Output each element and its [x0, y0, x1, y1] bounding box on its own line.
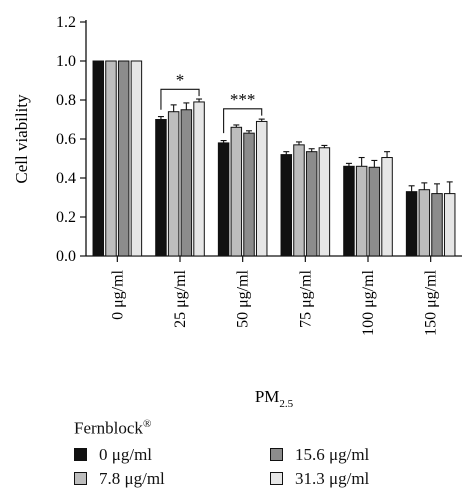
- y-tick-label: 1.0: [56, 53, 76, 70]
- y-tick-label: 1.2: [56, 14, 76, 31]
- bar: [443, 193, 456, 257]
- bar: [305, 151, 318, 257]
- x-tick-label: 150 μg/ml: [423, 269, 440, 335]
- bar: [117, 60, 130, 257]
- x-tick-label: 25 μg/ml: [172, 269, 189, 327]
- bar: [405, 191, 418, 257]
- legend-grid: 0 μg/ml 15.6 μg/ml 7.8 μg/ml 31.3 μg/ml: [74, 445, 454, 489]
- legend-swatch: [270, 448, 283, 462]
- bar: [167, 111, 180, 257]
- x-tick-label: 50 μg/ml: [235, 269, 252, 327]
- bar: [243, 132, 255, 257]
- bar: [130, 60, 143, 257]
- x-tick-label: 0 μg/ml: [109, 269, 126, 319]
- bar: [343, 165, 355, 257]
- bar-chart: 0.0 0.2 0.4 0.6 0.8 1.0 1.2 Cell viability 0 μg/…: [12, 14, 462, 410]
- significance-label: ***: [230, 90, 256, 109]
- legend-item: 31.3 μg/ml: [270, 469, 450, 489]
- bar: [431, 193, 443, 257]
- legend-swatch: [270, 472, 283, 486]
- x-tick-label: 100 μg/ml: [360, 269, 377, 335]
- legend-label: 15.6 μg/ml: [295, 444, 370, 464]
- bar: [293, 144, 305, 257]
- bar: [255, 120, 268, 257]
- legend-label: 31.3 μg/ml: [295, 468, 370, 488]
- legend-swatch: [74, 448, 87, 462]
- bar: [368, 166, 381, 257]
- bar: [230, 126, 243, 257]
- y-tick-label: 0.4: [56, 170, 76, 187]
- bar: [280, 154, 293, 257]
- legend-title: Fernblock®: [74, 418, 152, 438]
- legend-item: 7.8 μg/ml: [74, 469, 270, 489]
- y-axis-label: Cell viability: [12, 94, 31, 184]
- bar: [318, 147, 331, 257]
- legend: Fernblock® 0 μg/ml 15.6 μg/ml 7.8 μg/ml …: [74, 418, 454, 489]
- y-tick-label: 0.8: [56, 92, 76, 109]
- bar: [92, 60, 105, 257]
- legend-swatch: [74, 472, 87, 486]
- bar: [381, 157, 393, 257]
- significance-label: *: [176, 70, 185, 89]
- legend-label: 0 μg/ml: [99, 444, 153, 464]
- bar: [355, 165, 368, 257]
- x-axis-label-subscript: 2.5: [279, 398, 293, 410]
- bar: [105, 60, 117, 257]
- bar: [180, 109, 193, 257]
- y-tick-label: 0.6: [56, 131, 76, 148]
- y-tick-label: 0.2: [56, 209, 76, 226]
- bar: [217, 142, 230, 257]
- significance-bracket: [160, 88, 200, 110]
- legend-item: 15.6 μg/ml: [270, 445, 450, 465]
- legend-item: 0 μg/ml: [74, 445, 270, 465]
- bar: [155, 119, 167, 257]
- x-axis-label-main: PM: [255, 387, 280, 406]
- y-tick-label: 0.0: [56, 248, 76, 265]
- legend-label: 7.8 μg/ml: [99, 468, 165, 488]
- x-tick-label: 75 μg/ml: [297, 269, 314, 327]
- x-axis-label: PM2.5: [255, 387, 294, 410]
- significance-bracket: [223, 108, 263, 134]
- bar: [418, 189, 431, 257]
- bar: [193, 101, 205, 257]
